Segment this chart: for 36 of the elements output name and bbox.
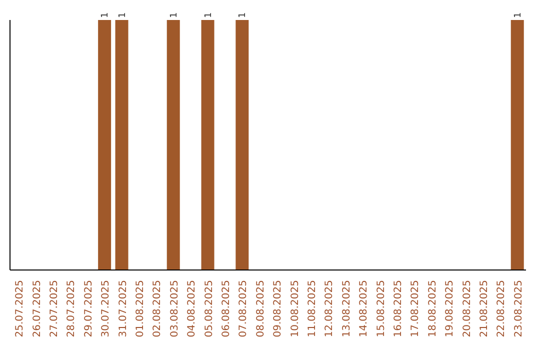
x-tick-label: 15.08.2025 — [376, 280, 387, 338]
x-tick-label: 25.07.2025 — [14, 280, 26, 338]
x-tick-label: 10.08.2025 — [290, 280, 301, 338]
x-tick-label: 20.08.2025 — [462, 280, 473, 338]
x-tick-label: 31.07.2025 — [118, 280, 129, 338]
x-tick-label: 22.08.2025 — [496, 280, 508, 338]
x-tick-label: 13.08.2025 — [341, 280, 352, 338]
x-tick-label: 27.07.2025 — [49, 280, 60, 338]
x-tick-label: 04.08.2025 — [186, 280, 198, 338]
data-label: 1 — [238, 12, 248, 18]
x-tick-label: 23.08.2025 — [513, 280, 524, 338]
x-tick-label: 08.08.2025 — [255, 280, 266, 338]
x-tick-label: 16.08.2025 — [393, 280, 404, 338]
x-tick-label: 12.08.2025 — [324, 280, 336, 338]
x-tick-label: 26.07.2025 — [32, 280, 43, 338]
x-tick-label: 21.08.2025 — [479, 280, 490, 338]
x-tick-label: 07.08.2025 — [238, 280, 250, 338]
x-tick-label: 30.07.2025 — [100, 280, 112, 338]
x-tick-label: 29.07.2025 — [83, 280, 94, 338]
x-tick-label: 19.08.2025 — [444, 280, 456, 338]
x-tick-label: 02.08.2025 — [152, 280, 164, 338]
data-label: 1 — [513, 12, 524, 18]
x-tick-label: 01.08.2025 — [135, 280, 146, 338]
x-tick-label: 28.07.2025 — [66, 280, 78, 338]
data-label: 1 — [118, 12, 128, 18]
x-tick-label: 11.08.2025 — [307, 280, 318, 338]
data-label: 1 — [169, 12, 180, 18]
x-tick-label: 14.08.2025 — [358, 280, 370, 338]
x-tick-label: 03.08.2025 — [169, 280, 180, 338]
x-tick-label: 18.08.2025 — [427, 280, 438, 338]
x-tick-label: 17.08.2025 — [410, 280, 422, 338]
data-label: 1 — [100, 12, 111, 18]
x-tick-label: 09.08.2025 — [272, 280, 284, 338]
data-label: 1 — [204, 12, 214, 18]
x-tick-label: 06.08.2025 — [221, 280, 232, 338]
x-tick-label: 05.08.2025 — [204, 280, 215, 338]
